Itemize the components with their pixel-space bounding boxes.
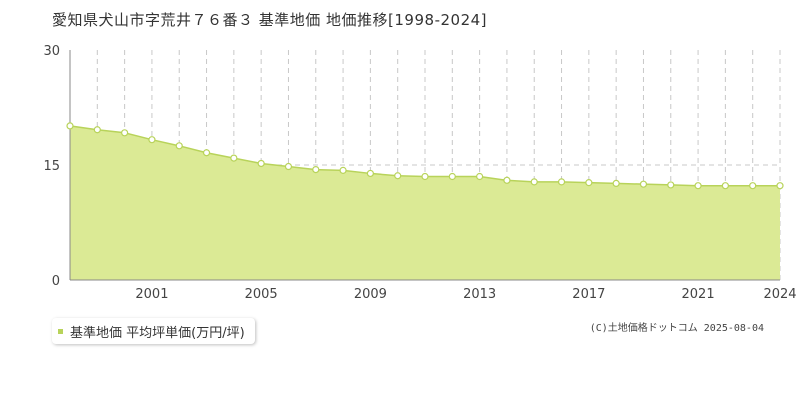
legend: 基準地価 平均坪単価(万円/坪) xyxy=(52,318,255,344)
axes xyxy=(69,50,780,281)
data-point xyxy=(585,179,593,187)
x-tick-label: 2009 xyxy=(354,287,387,302)
x-tick-label: 2001 xyxy=(135,287,168,302)
x-tick-label: 2017 xyxy=(572,287,605,302)
data-point xyxy=(284,162,293,171)
data-point xyxy=(476,172,484,181)
data-point xyxy=(421,172,429,181)
data-point xyxy=(394,172,402,180)
data-point xyxy=(93,126,101,134)
legend-swatch xyxy=(58,328,63,334)
y-tick-label: 0 xyxy=(52,274,60,289)
tick-labels: 0 15 30 2001 2005 2009 2013 2017 2021 2024 xyxy=(43,44,796,302)
legend-label: 基準地価 平均坪単価(万円/坪) xyxy=(70,325,245,341)
data-point xyxy=(721,182,729,190)
data-point xyxy=(121,129,129,137)
x-tick-label: 2024 xyxy=(763,287,796,302)
data-point xyxy=(694,182,702,190)
data-point xyxy=(66,122,74,130)
data-point xyxy=(776,182,784,190)
price-area xyxy=(70,125,780,281)
data-point xyxy=(312,166,320,174)
data-point xyxy=(749,182,757,190)
data-point xyxy=(230,154,238,162)
data-point xyxy=(339,166,347,174)
data-point xyxy=(175,142,183,150)
chart-title: 愛知県犬山市字荒井７６番３ 基準地価 地価推移[1998-2024] xyxy=(52,11,488,29)
data-point xyxy=(530,178,538,186)
data-point xyxy=(639,180,648,188)
data-point xyxy=(557,178,566,186)
data-point xyxy=(448,172,456,181)
x-tick-label: 2021 xyxy=(682,287,715,302)
data-point xyxy=(202,149,211,157)
data-point xyxy=(257,159,265,168)
credit-text: (C)土地価格ドットコム 2025-08-04 xyxy=(589,323,764,334)
data-point xyxy=(503,176,511,184)
x-tick-label: 2013 xyxy=(463,287,496,302)
y-tick-label: 30 xyxy=(43,44,60,59)
data-point xyxy=(667,181,675,189)
y-tick-label: 15 xyxy=(43,159,60,174)
x-tick-label: 2005 xyxy=(245,287,278,302)
data-point xyxy=(612,179,620,187)
data-point xyxy=(148,136,156,144)
data-point xyxy=(366,169,374,178)
data-markers xyxy=(66,122,784,190)
